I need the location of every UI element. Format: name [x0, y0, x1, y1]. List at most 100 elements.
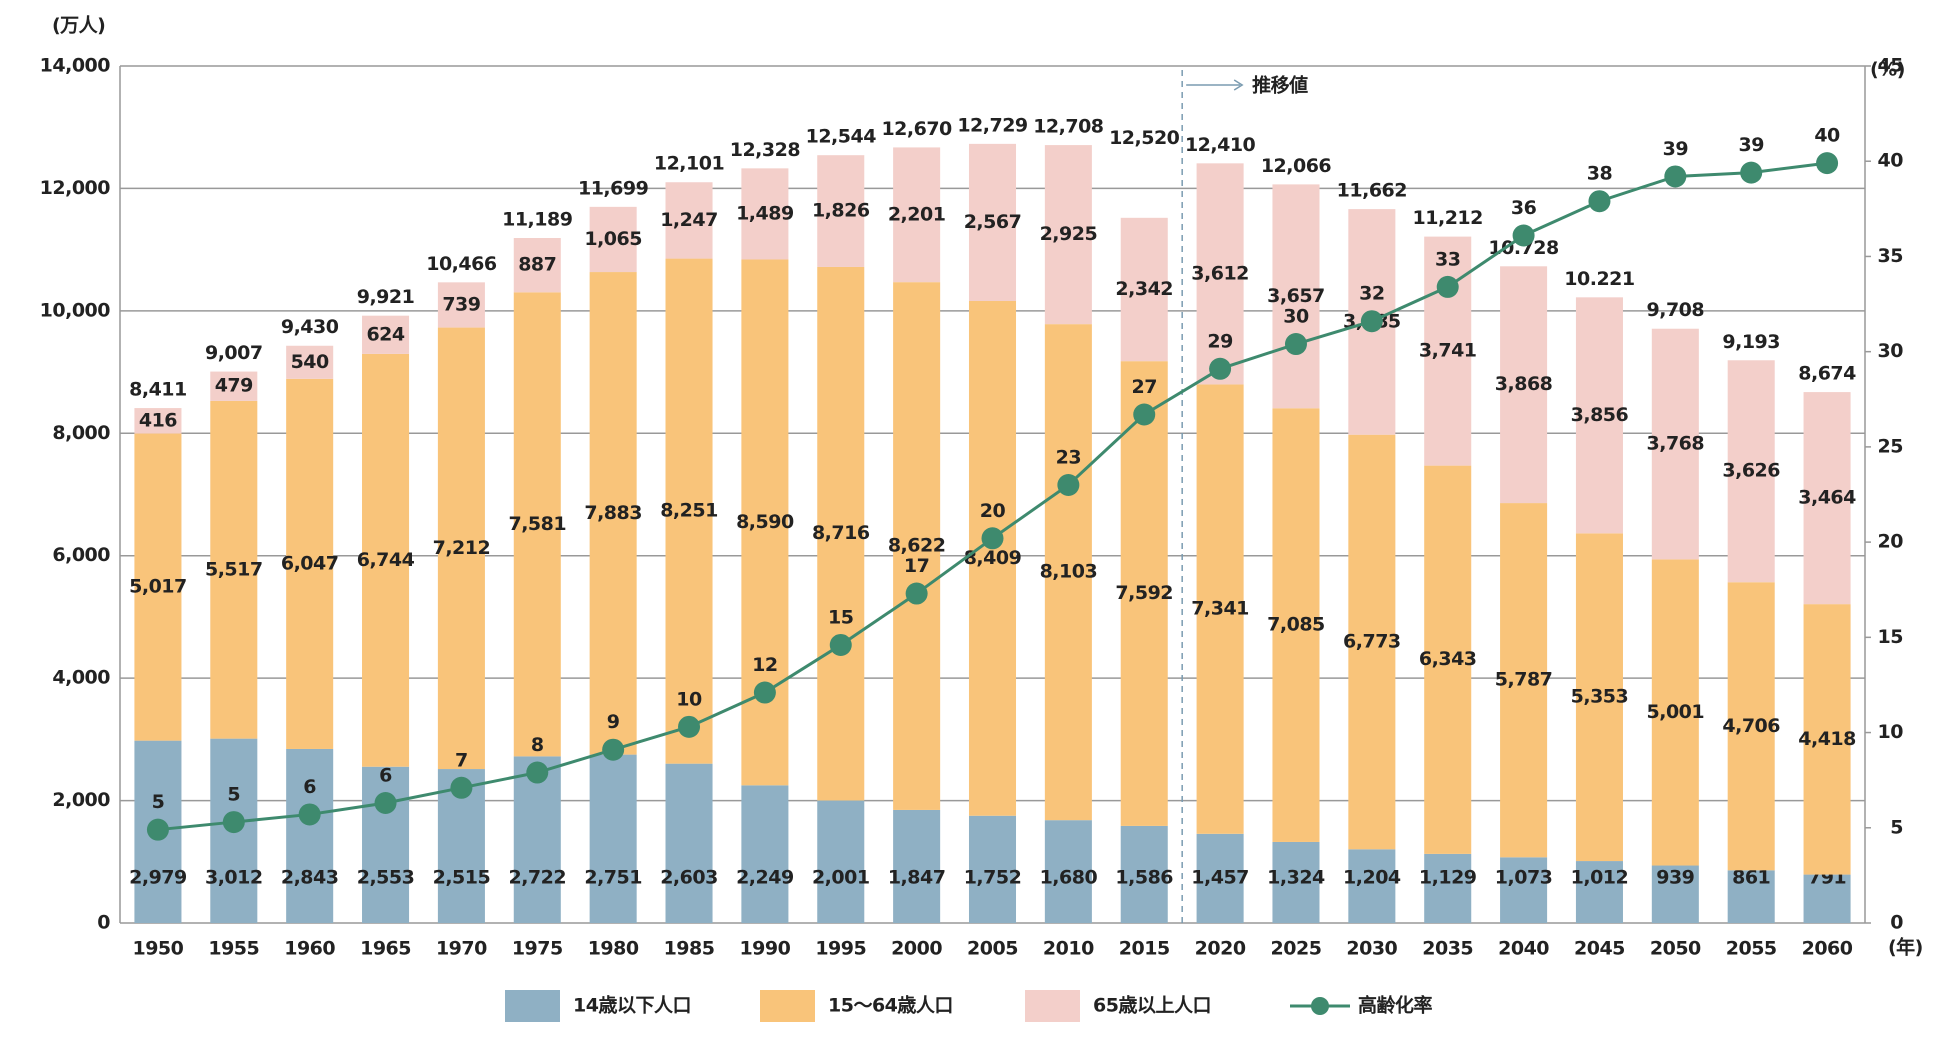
total-label: 12,708 [1033, 116, 1104, 138]
legend-label: 高齢化率 [1358, 994, 1433, 1017]
bar-value-label: 2,553 [357, 867, 415, 889]
bar-value-label: 540 [291, 351, 329, 373]
line-marker [450, 776, 473, 799]
bar-segment [968, 143, 1017, 302]
bar-value-label: 4,706 [1722, 715, 1780, 737]
bar-segment [1727, 360, 1775, 583]
bar-segment [437, 282, 485, 328]
bar-segment [665, 258, 713, 764]
line-marker [1133, 403, 1156, 426]
y-tick-label: 0 [97, 912, 110, 934]
x-tick-label: 1965 [360, 938, 411, 960]
bar-segment [286, 378, 334, 749]
bar-value-label: 739 [442, 293, 480, 315]
x-tick-label: 1980 [588, 938, 639, 960]
bar-segment [589, 272, 637, 755]
legend-swatch [1025, 990, 1080, 1022]
bar-segment [893, 809, 941, 923]
total-label: 12,101 [654, 153, 724, 175]
x-tick-label: 2000 [891, 938, 942, 960]
line-marker [1588, 190, 1611, 213]
total-label: 10.221 [1564, 268, 1634, 290]
bar-value-label: 1,826 [812, 200, 870, 222]
line-marker [526, 761, 549, 784]
line-value-label: 15 [828, 606, 853, 628]
bar-value-label: 2,249 [736, 867, 794, 889]
y2-tick-label: 45 [1878, 55, 1903, 77]
bar-value-label: 1,073 [1495, 867, 1553, 889]
bar-value-label: 2,001 [812, 867, 870, 889]
bar-value-label: 7,085 [1267, 614, 1325, 636]
bar-segment [1044, 145, 1092, 325]
total-label: 9,007 [205, 342, 263, 364]
bar-value-label: 479 [215, 375, 253, 397]
legend-label: 65歳以上人口 [1093, 995, 1211, 1017]
bar-segment [817, 800, 865, 923]
y2-tick-label: 35 [1878, 245, 1903, 267]
bar-value-label: 8,716 [812, 522, 870, 544]
bar-value-label: 6,744 [357, 549, 415, 571]
bar-segment [286, 748, 334, 923]
x-tick-label: 2010 [1043, 938, 1094, 960]
bar-value-label: 416 [139, 409, 177, 431]
line-marker [981, 527, 1004, 550]
bar-segment [362, 353, 410, 767]
line-value-label: 39 [1738, 134, 1763, 156]
bar-segment [589, 754, 637, 923]
x-tick-label: 2050 [1650, 938, 1701, 960]
total-label: 8,411 [129, 379, 187, 401]
bar-segment [1424, 465, 1472, 854]
line-value-label: 27 [1132, 376, 1157, 398]
x-unit-label: (年) [1888, 936, 1923, 959]
bar-segment [893, 147, 941, 283]
total-label: 9,921 [357, 286, 415, 308]
x-tick-label: 2040 [1498, 938, 1549, 960]
bar-segment [1348, 849, 1396, 923]
total-label: 11,212 [1413, 207, 1483, 229]
y-tick-label: 12,000 [40, 177, 111, 199]
annotation: 推移値 [1252, 74, 1308, 97]
legend-label: 15～64歳人口 [828, 995, 953, 1017]
bar-segment [665, 182, 713, 259]
bar-segment [1424, 853, 1472, 923]
bar-value-label: 5,001 [1647, 701, 1705, 723]
bar-segment [1727, 582, 1775, 871]
bar-value-label: 3,612 [1191, 262, 1249, 284]
bar-segment [513, 756, 561, 923]
legend-marker [1311, 997, 1329, 1015]
line-value-label: 20 [980, 500, 1006, 522]
bar-segment [513, 292, 561, 757]
bar-segment [589, 206, 637, 273]
bar-segment [968, 301, 1017, 816]
line-marker [1057, 473, 1080, 496]
bar-segment [1727, 870, 1775, 923]
bar-segment [1272, 841, 1320, 923]
y-tick-label: 2,000 [52, 789, 110, 811]
bar-segment [1272, 408, 1320, 842]
y2-tick-label: 25 [1878, 435, 1903, 457]
legend-swatch [505, 990, 560, 1022]
bar-value-label: 887 [518, 254, 556, 276]
line-value-label: 40 [1814, 125, 1840, 147]
bar-value-label: 6,047 [281, 552, 339, 574]
bar-segment [1575, 861, 1623, 923]
legend-swatch [760, 990, 815, 1022]
line-value-label: 6 [379, 765, 392, 787]
bar-value-label: 8,622 [888, 535, 946, 557]
y-tick-label: 8,000 [52, 422, 110, 444]
x-tick-label: 1985 [664, 938, 715, 960]
bar-value-label: 3,856 [1571, 404, 1629, 426]
bar-segment [1651, 328, 1699, 560]
y2-tick-label: 30 [1878, 340, 1904, 362]
line-value-label: 23 [1056, 446, 1081, 468]
total-label: 12,544 [806, 126, 877, 148]
bar-segment [1348, 434, 1396, 850]
y-tick-label: 6,000 [52, 544, 110, 566]
total-label: 9,708 [1647, 299, 1705, 321]
x-tick-label: 1990 [739, 938, 790, 960]
total-label: 10,466 [426, 253, 497, 275]
bar-segment [362, 766, 410, 923]
x-tick-label: 2025 [1271, 938, 1322, 960]
line-marker [1436, 275, 1459, 298]
line-value-label: 39 [1663, 138, 1688, 160]
